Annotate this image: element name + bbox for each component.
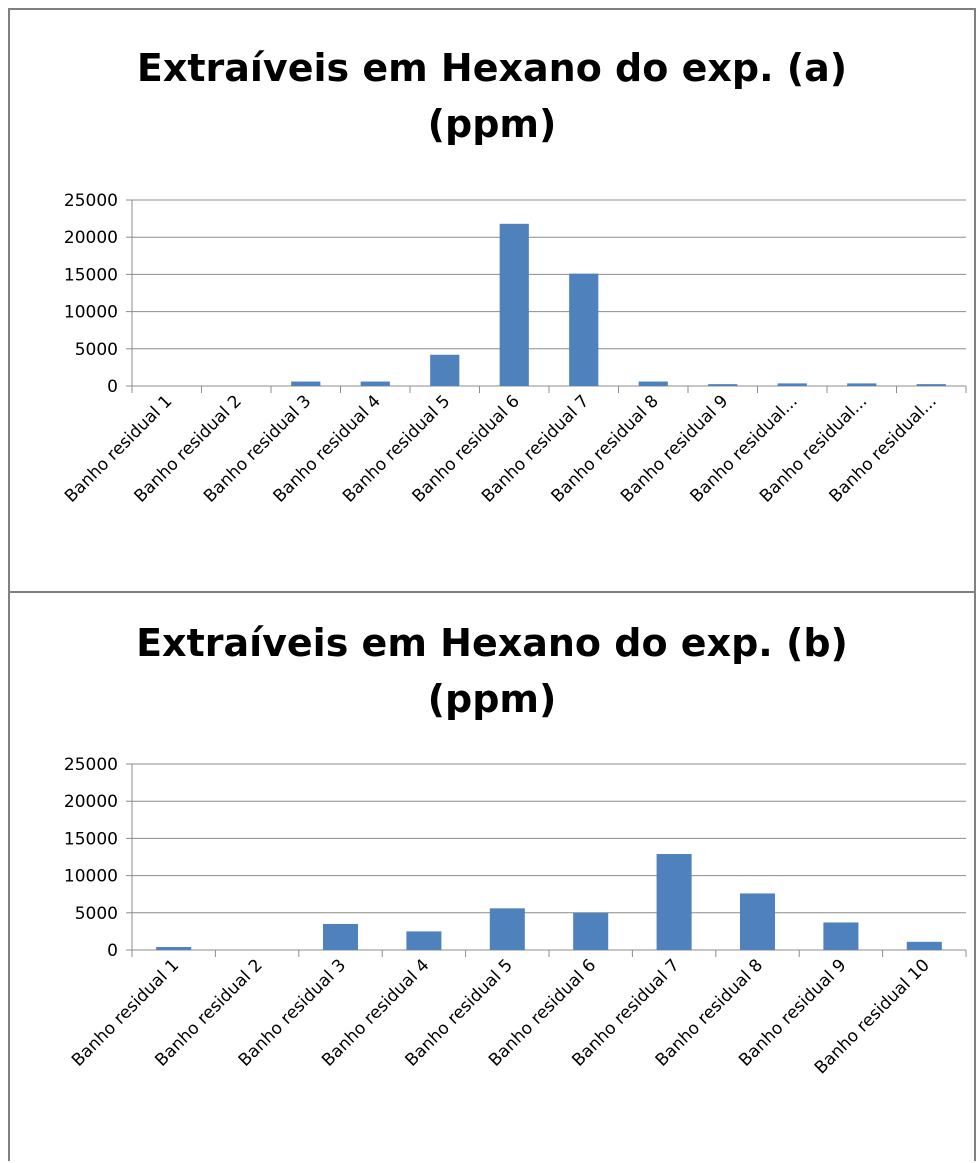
- chart-b-bar: [406, 931, 442, 950]
- chart-a-title: Extraíveis em Hexano do exp. (a) (ppm): [10, 40, 974, 152]
- chart-b-panel: Extraíveis em Hexano do exp. (b) (ppm) 0…: [8, 591, 976, 1161]
- chart-a-ytick-label: 20000: [64, 228, 118, 248]
- chart-b-ytick-label: 0: [107, 941, 118, 961]
- chart-b-bar: [823, 922, 859, 950]
- chart-a-bar: [430, 354, 460, 386]
- chart-b-ytick-label: 20000: [64, 792, 118, 812]
- chart-a-ytick-label: 25000: [64, 191, 118, 211]
- chart-a-ytick-label: 0: [107, 377, 118, 397]
- chart-a-bar: [638, 381, 668, 386]
- chart-b-ytick-label: 15000: [64, 829, 118, 849]
- chart-a-bar: [569, 273, 599, 386]
- chart-a-bar: [777, 383, 807, 386]
- chart-b-bar: [739, 893, 776, 950]
- chart-b-title-line1: Extraíveis em Hexano do exp. (b): [136, 621, 848, 665]
- chart-a-bar: [360, 381, 390, 386]
- chart-a-panel: Extraíveis em Hexano do exp. (a) (ppm) 0…: [8, 8, 976, 593]
- chart-b-ytick-label: 25000: [64, 755, 118, 775]
- chart-a-bar: [847, 383, 877, 386]
- chart-b-title-line2: (ppm): [427, 677, 557, 721]
- chart-a-bar: [916, 384, 946, 386]
- chart-a-title-line2: (ppm): [427, 102, 557, 146]
- chart-a-ytick-label: 5000: [75, 340, 118, 360]
- chart-a-bar: [499, 223, 529, 386]
- chart-b-bar: [322, 923, 359, 950]
- chart-a-title-line1: Extraíveis em Hexano do exp. (a): [136, 46, 848, 90]
- chart-a-ytick-label: 15000: [64, 265, 118, 285]
- chart-b-bar: [906, 941, 942, 950]
- chart-b-title: Extraíveis em Hexano do exp. (b) (ppm): [10, 615, 974, 727]
- chart-b-bar: [573, 912, 609, 950]
- chart-a-ytick-label: 10000: [64, 303, 118, 323]
- chart-b-bar: [489, 908, 525, 950]
- chart-b-ytick-label: 5000: [75, 904, 118, 924]
- chart-a-bar: [291, 381, 321, 386]
- chart-a-bar: [708, 384, 738, 386]
- chart-b-ytick-label: 10000: [64, 867, 118, 887]
- chart-b-bar: [156, 947, 192, 950]
- chart-b-bar: [656, 854, 692, 950]
